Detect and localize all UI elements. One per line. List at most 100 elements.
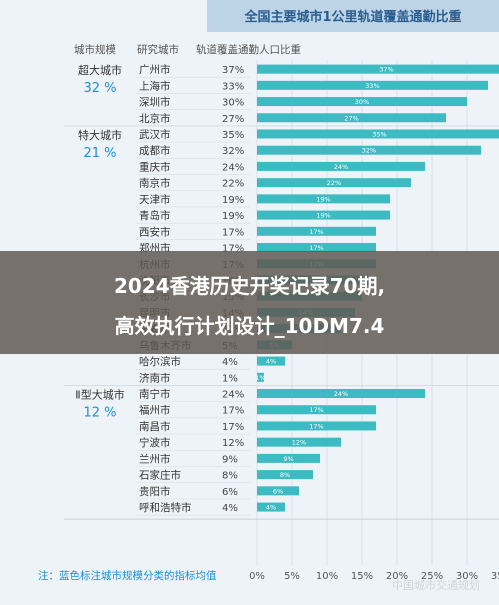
bar bbox=[257, 470, 313, 480]
value-label: 17% bbox=[222, 422, 244, 433]
title-band bbox=[207, 0, 499, 32]
overlay-banner bbox=[0, 251, 499, 354]
value-label: 35% bbox=[222, 130, 244, 141]
city-label: 重庆市 bbox=[139, 160, 171, 173]
x-tick-label: 30% bbox=[456, 571, 478, 582]
bar-data-label: 17% bbox=[309, 406, 323, 414]
value-label: 4% bbox=[222, 503, 238, 514]
value-label: 19% bbox=[222, 195, 244, 206]
bar bbox=[257, 97, 467, 107]
x-tick-label: 35% bbox=[491, 571, 499, 582]
bar bbox=[257, 80, 488, 90]
value-label: 9% bbox=[222, 454, 238, 465]
bar bbox=[257, 226, 376, 236]
city-label: 宁波市 bbox=[139, 436, 171, 449]
city-label: 武汉市 bbox=[139, 128, 171, 141]
bar bbox=[257, 486, 299, 496]
x-tick-label: 15% bbox=[351, 571, 373, 582]
bar bbox=[257, 178, 411, 188]
city-label: 南宁市 bbox=[139, 388, 171, 401]
column-header: 研究城市 bbox=[137, 43, 179, 56]
value-label: 17% bbox=[222, 244, 244, 255]
city-label: 上海市 bbox=[139, 79, 171, 92]
bar-data-label: 1% bbox=[255, 374, 265, 382]
x-tick-label: 20% bbox=[386, 571, 408, 582]
bar bbox=[257, 356, 285, 366]
bar-data-label: 4% bbox=[266, 504, 276, 512]
value-label: 24% bbox=[222, 162, 244, 173]
bar-data-label: 4% bbox=[266, 358, 276, 366]
city-label: 哈尔滨市 bbox=[139, 355, 181, 368]
banner-line-2: 高效执行计划设计_10DM7.4 bbox=[114, 314, 385, 338]
bar-data-label: 27% bbox=[344, 114, 358, 122]
city-label: 南京市 bbox=[139, 177, 171, 190]
city-label: 石家庄市 bbox=[139, 469, 181, 482]
value-label: 6% bbox=[222, 487, 238, 498]
city-label: 贵阳市 bbox=[139, 485, 171, 498]
city-label: 北京市 bbox=[139, 112, 171, 125]
bar bbox=[257, 389, 425, 399]
x-tick-label: 25% bbox=[421, 571, 443, 582]
city-label: 南昌市 bbox=[139, 420, 171, 433]
bar bbox=[257, 194, 390, 204]
bar bbox=[257, 421, 376, 431]
bar-data-label: 32% bbox=[362, 147, 376, 155]
value-label: 24% bbox=[222, 390, 244, 401]
value-label: 22% bbox=[222, 179, 244, 190]
value-label: 4% bbox=[222, 357, 238, 368]
bar-data-label: 22% bbox=[327, 179, 341, 187]
bar-data-label: 30% bbox=[355, 98, 369, 106]
bar bbox=[257, 243, 376, 253]
chart-note: 注：蓝色标注城市规模分类的指标均值 bbox=[38, 569, 217, 582]
value-label: 17% bbox=[222, 227, 244, 238]
city-label: 呼和浩特市 bbox=[139, 501, 192, 514]
x-tick-label: 5% bbox=[284, 571, 300, 582]
city-label: 兰州市 bbox=[139, 452, 171, 465]
group-label: 特大城市 bbox=[78, 128, 122, 142]
bar-data-label: 24% bbox=[334, 163, 348, 171]
banner-line-1: 2024香港历史开奖记录70期, bbox=[113, 274, 386, 298]
bar bbox=[257, 405, 376, 415]
city-label: 青岛市 bbox=[139, 209, 171, 222]
value-label: 32% bbox=[222, 146, 244, 157]
bar-data-label: 9% bbox=[283, 455, 293, 463]
bar-data-label: 8% bbox=[280, 471, 290, 479]
bar-data-label: 35% bbox=[372, 130, 386, 138]
value-label: 17% bbox=[222, 406, 244, 417]
group-average: 12 % bbox=[83, 405, 116, 420]
city-label: 济南市 bbox=[139, 371, 171, 384]
chart-title: 全国主要城市1公里轨道覆盖通勤比重 bbox=[243, 9, 461, 25]
bar-data-label: 12% bbox=[292, 439, 306, 447]
group-label: 超大城市 bbox=[78, 63, 122, 77]
group-label: Ⅱ型大城市 bbox=[75, 387, 124, 401]
bar bbox=[257, 129, 499, 139]
column-header: 城市规模 bbox=[74, 43, 116, 56]
bar-data-label: 6% bbox=[273, 487, 283, 495]
bar-data-label: 19% bbox=[316, 212, 330, 220]
city-label: 成都市 bbox=[139, 144, 171, 157]
x-tick-label: 10% bbox=[316, 571, 338, 582]
bar-data-label: 37% bbox=[379, 66, 393, 74]
value-label: 27% bbox=[222, 114, 244, 125]
value-label: 12% bbox=[222, 438, 244, 449]
city-label: 天津市 bbox=[139, 193, 171, 206]
x-tick-label: 0% bbox=[249, 571, 265, 582]
bar-data-label: 17% bbox=[309, 244, 323, 252]
value-label: 37% bbox=[222, 65, 244, 76]
value-label: 19% bbox=[222, 211, 244, 222]
bar bbox=[257, 210, 390, 220]
value-label: 33% bbox=[222, 81, 244, 92]
value-label: 1% bbox=[222, 373, 238, 384]
bar-data-label: 33% bbox=[365, 82, 379, 90]
bar bbox=[257, 437, 341, 447]
column-header: 轨道覆盖通勤人口比重 bbox=[196, 43, 301, 56]
bar bbox=[257, 113, 446, 123]
city-label: 福州市 bbox=[139, 404, 171, 417]
city-label: 深圳市 bbox=[139, 96, 171, 109]
value-label: 8% bbox=[222, 471, 238, 482]
value-label: 30% bbox=[222, 98, 244, 109]
bar bbox=[257, 453, 320, 463]
city-label: 广州市 bbox=[139, 63, 171, 76]
bar-data-label: 24% bbox=[334, 390, 348, 398]
bar-data-label: 17% bbox=[309, 422, 323, 430]
